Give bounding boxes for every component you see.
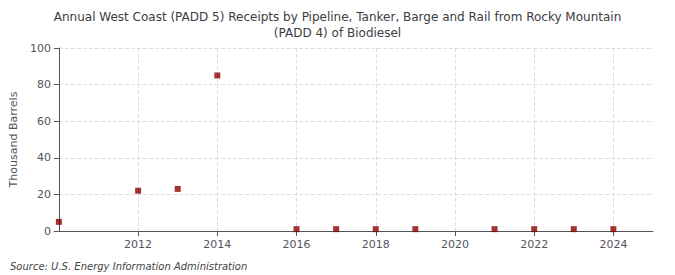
svg-text:100: 100 (30, 42, 51, 55)
svg-text:80: 80 (37, 78, 51, 91)
svg-text:20: 20 (37, 188, 51, 201)
svg-text:2024: 2024 (599, 238, 627, 251)
svg-text:2016: 2016 (283, 238, 311, 251)
svg-text:2012: 2012 (124, 238, 152, 251)
svg-text:Source: U.S. Energy Informatio: Source: U.S. Energy Information Administ… (10, 261, 247, 272)
svg-text:2014: 2014 (203, 238, 231, 251)
svg-text:0: 0 (44, 225, 51, 238)
svg-text:2020: 2020 (441, 238, 469, 251)
svg-text:Thousand Barrels: Thousand Barrels (7, 91, 20, 188)
svg-text:(PADD 4) of Biodiesel: (PADD 4) of Biodiesel (274, 26, 401, 40)
svg-text:60: 60 (37, 115, 51, 128)
svg-text:Annual West Coast (PADD 5) Rec: Annual West Coast (PADD 5) Receipts by P… (54, 10, 622, 24)
svg-text:40: 40 (37, 151, 51, 164)
svg-text:2022: 2022 (520, 238, 548, 251)
svg-text:2018: 2018 (362, 238, 390, 251)
